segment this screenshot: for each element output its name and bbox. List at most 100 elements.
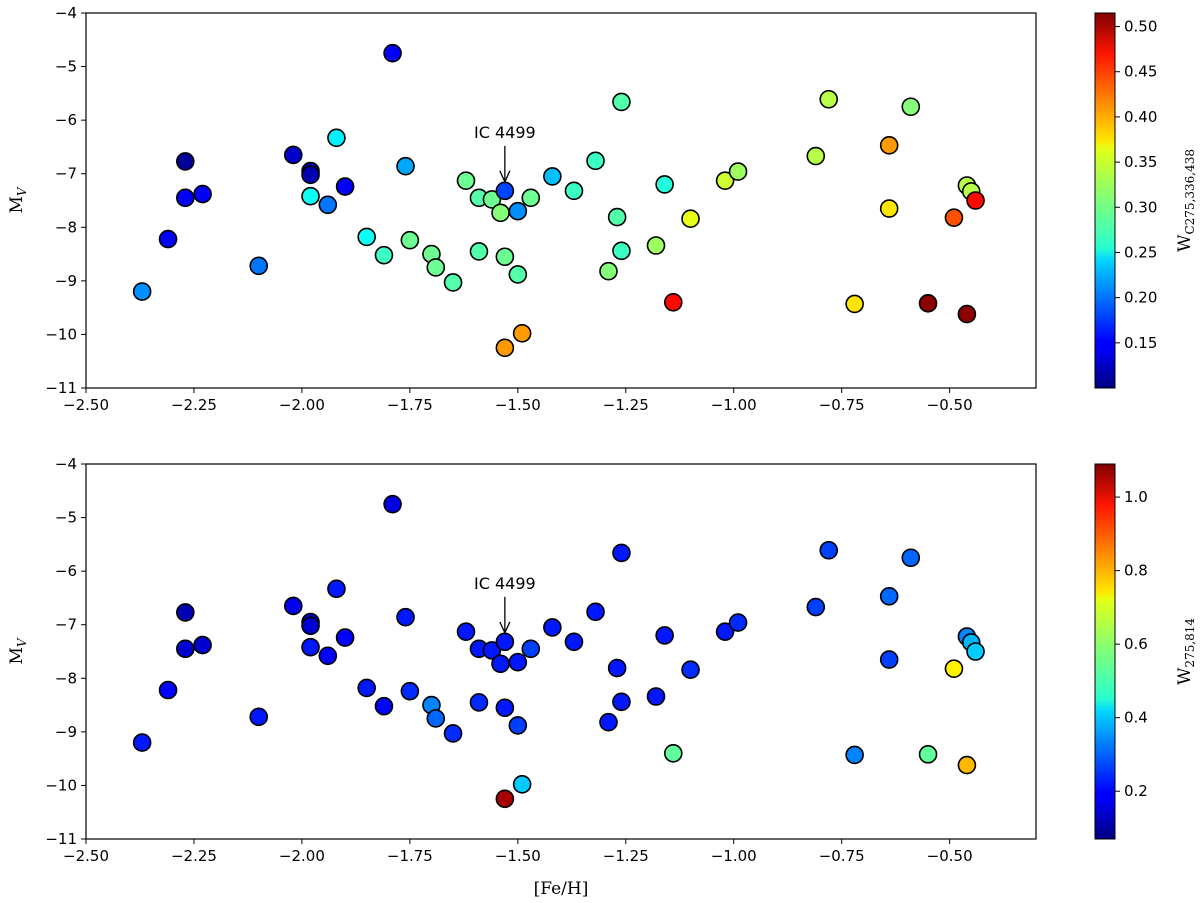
x-tick-label: −1.00: [711, 396, 757, 414]
data-point: [176, 152, 195, 171]
colorbar-tick-label: 0.30: [1124, 198, 1157, 216]
y-tick-label: −5: [55, 509, 77, 527]
x-tick-label: −0.50: [927, 847, 973, 865]
x-tick-label: −2.00: [279, 396, 325, 414]
x-tick-label: −1.00: [711, 847, 757, 865]
colorbar-tick-label: 0.20: [1124, 289, 1157, 307]
data-point: [879, 587, 899, 606]
data-point: [681, 660, 700, 680]
data-point: [400, 230, 420, 250]
data-point: [335, 177, 355, 196]
x-tick-label: −2.00: [279, 847, 325, 865]
data-point: [283, 596, 303, 616]
y-tick-label: −11: [45, 830, 77, 848]
data-point: [443, 273, 463, 292]
data-point: [132, 282, 152, 301]
annotation-arrow-head: [499, 170, 511, 184]
data-point: [564, 632, 584, 652]
y-tick-label: −9: [55, 723, 77, 741]
colorbar: 0.15 0.20 0.25 0.30 0.35 0.40 0.45 0.50 WC275,33…: [1094, 12, 1197, 389]
plot-frame: [85, 463, 1037, 840]
data-point: [357, 678, 376, 698]
data-point: [681, 209, 700, 229]
data-point: [944, 659, 964, 678]
data-point: [374, 696, 394, 716]
data-point: [176, 188, 195, 208]
data-point: [806, 597, 826, 617]
data-point: [400, 681, 420, 701]
data-point: [443, 724, 463, 743]
data-point: [249, 256, 269, 276]
data-point: [806, 146, 826, 166]
data-point: [543, 618, 562, 637]
data-point: [482, 190, 502, 209]
colorbar-tick-label: 0.25: [1124, 243, 1157, 261]
data-point: [612, 241, 631, 261]
data-point: [327, 579, 346, 599]
y-tick-label: −6: [55, 111, 77, 129]
data-point: [646, 236, 666, 255]
data-point: [318, 195, 338, 215]
data-point: [469, 242, 489, 261]
x-tick-label: −1.50: [495, 847, 541, 865]
data-point: [512, 324, 532, 343]
data-point: [879, 199, 899, 218]
data-point: [301, 165, 320, 185]
colorbar-tick-label: 0.4: [1124, 709, 1148, 727]
colorbar-tick-label: 1.0: [1124, 488, 1148, 506]
y-tick-label: −7: [55, 616, 77, 634]
data-point: [845, 745, 864, 765]
data-point: [508, 265, 528, 284]
annotation-label: IC 4499: [474, 123, 536, 142]
data-point: [944, 208, 964, 227]
data-point: [599, 712, 618, 732]
data-point: [357, 227, 376, 247]
data-point: [374, 245, 394, 265]
plot-frame: [85, 12, 1037, 389]
y-tick-label: −11: [45, 379, 77, 397]
y-axis-label: MV: [7, 186, 29, 213]
data-point: [495, 247, 515, 267]
data-point: [426, 709, 446, 728]
scatter-panel-2: −2.50 −2.25 −2.00 −1.75 −1.50 −1.25 −1.00 −0.75…: [7, 455, 1197, 899]
y-tick-label: −4: [55, 4, 77, 22]
data-point: [957, 304, 977, 324]
data-point: [646, 687, 666, 706]
data-point: [663, 743, 683, 763]
x-tick-label: −2.50: [63, 847, 109, 865]
data-point: [508, 201, 528, 221]
data-point: [918, 294, 938, 313]
y-tick-label: −6: [55, 562, 77, 580]
data-point: [158, 680, 178, 700]
data-point: [564, 181, 584, 201]
data-point: [521, 639, 541, 659]
y-tick-label: −4: [55, 455, 77, 473]
data-point: [586, 151, 605, 171]
data-point: [158, 229, 178, 249]
data-point: [715, 171, 735, 190]
data-point: [819, 89, 839, 109]
data-point: [663, 292, 683, 312]
colorbar-tick-label: 0.35: [1124, 153, 1157, 171]
y-tick-label: −8: [55, 218, 77, 236]
data-point: [495, 181, 515, 201]
data-point: [396, 607, 415, 627]
y-axis-label: MV: [7, 637, 29, 664]
data-point: [607, 207, 627, 227]
data-point: [655, 175, 674, 194]
data-point: [879, 650, 899, 669]
data-point: [495, 338, 515, 358]
data-point: [383, 43, 402, 63]
x-tick-label: −0.50: [927, 396, 973, 414]
data-point: [845, 294, 864, 314]
data-point: [715, 622, 735, 641]
colorbar-tick-label: 0.45: [1124, 63, 1157, 81]
data-point: [301, 186, 320, 206]
colorbar-label: W275,814: [1175, 618, 1197, 685]
data-point: [957, 755, 977, 775]
x-tick-label: −0.75: [819, 847, 865, 865]
x-tick-label: −1.50: [495, 396, 541, 414]
data-point: [607, 658, 627, 678]
data-point: [819, 540, 839, 560]
